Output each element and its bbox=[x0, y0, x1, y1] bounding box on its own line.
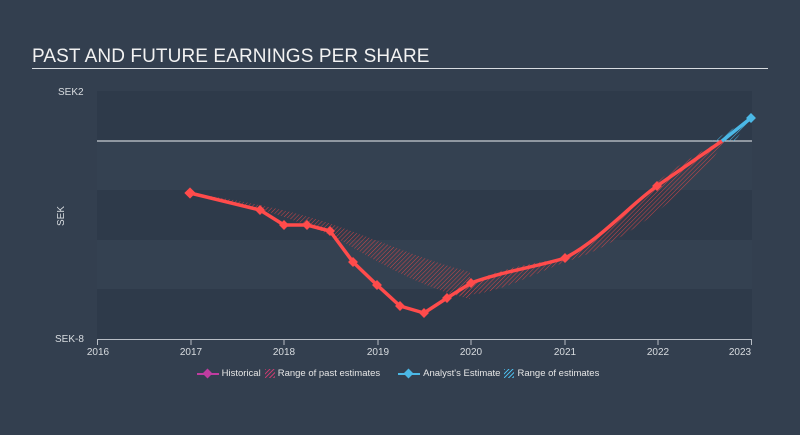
legend-range-past[interactable]: Range of past estimates bbox=[264, 368, 381, 379]
hatch-past-icon bbox=[264, 369, 275, 378]
analyst-estimate-line bbox=[470, 139, 724, 285]
legend-analyst[interactable]: Analyst's Estimate bbox=[398, 368, 500, 379]
x-tick-2022: 2022 bbox=[647, 347, 670, 358]
y-axis-title: SEK bbox=[56, 206, 67, 226]
x-tick-2018: 2018 bbox=[273, 347, 296, 358]
hatch-future-icon bbox=[504, 369, 515, 378]
legend-historical[interactable]: Historical bbox=[196, 368, 261, 379]
plot-bands bbox=[97, 91, 752, 339]
x-tick-2020: 2020 bbox=[460, 347, 483, 358]
x-axis: 2016 2017 2018 2019 2020 2021 2022 2023 bbox=[87, 339, 752, 358]
range-past-estimates-area bbox=[190, 193, 470, 299]
legend-analyst-label: Analyst's Estimate bbox=[423, 368, 501, 379]
x-tick-2019: 2019 bbox=[367, 347, 390, 358]
legend-range-future-label: Range of estimates bbox=[517, 368, 600, 379]
x-tick-2023: 2023 bbox=[729, 347, 752, 358]
y-label-bottom: SEK-8 bbox=[55, 334, 84, 345]
legend-range-past-label: Range of past estimates bbox=[277, 368, 381, 379]
title-underline bbox=[32, 68, 768, 69]
historical-diamond-icon bbox=[196, 369, 219, 379]
legend-historical-label: Historical bbox=[221, 368, 261, 379]
y-label-top: SEK2 bbox=[58, 87, 84, 98]
chart-title: PAST AND FUTURE EARNINGS PER SHARE bbox=[32, 46, 430, 67]
chart-legend: Historical Range of past estimates Analy… bbox=[0, 368, 800, 379]
x-tick-2017: 2017 bbox=[180, 347, 203, 358]
analyst-estimate-line-positive bbox=[720, 116, 753, 143]
x-tick-2021: 2021 bbox=[554, 347, 577, 358]
historical-markers bbox=[184, 181, 662, 318]
legend-range-future[interactable]: Range of estimates bbox=[504, 368, 599, 379]
x-tick-2016: 2016 bbox=[87, 347, 110, 358]
estimate-end-marker bbox=[746, 113, 756, 123]
analyst-diamond-icon bbox=[398, 369, 421, 379]
